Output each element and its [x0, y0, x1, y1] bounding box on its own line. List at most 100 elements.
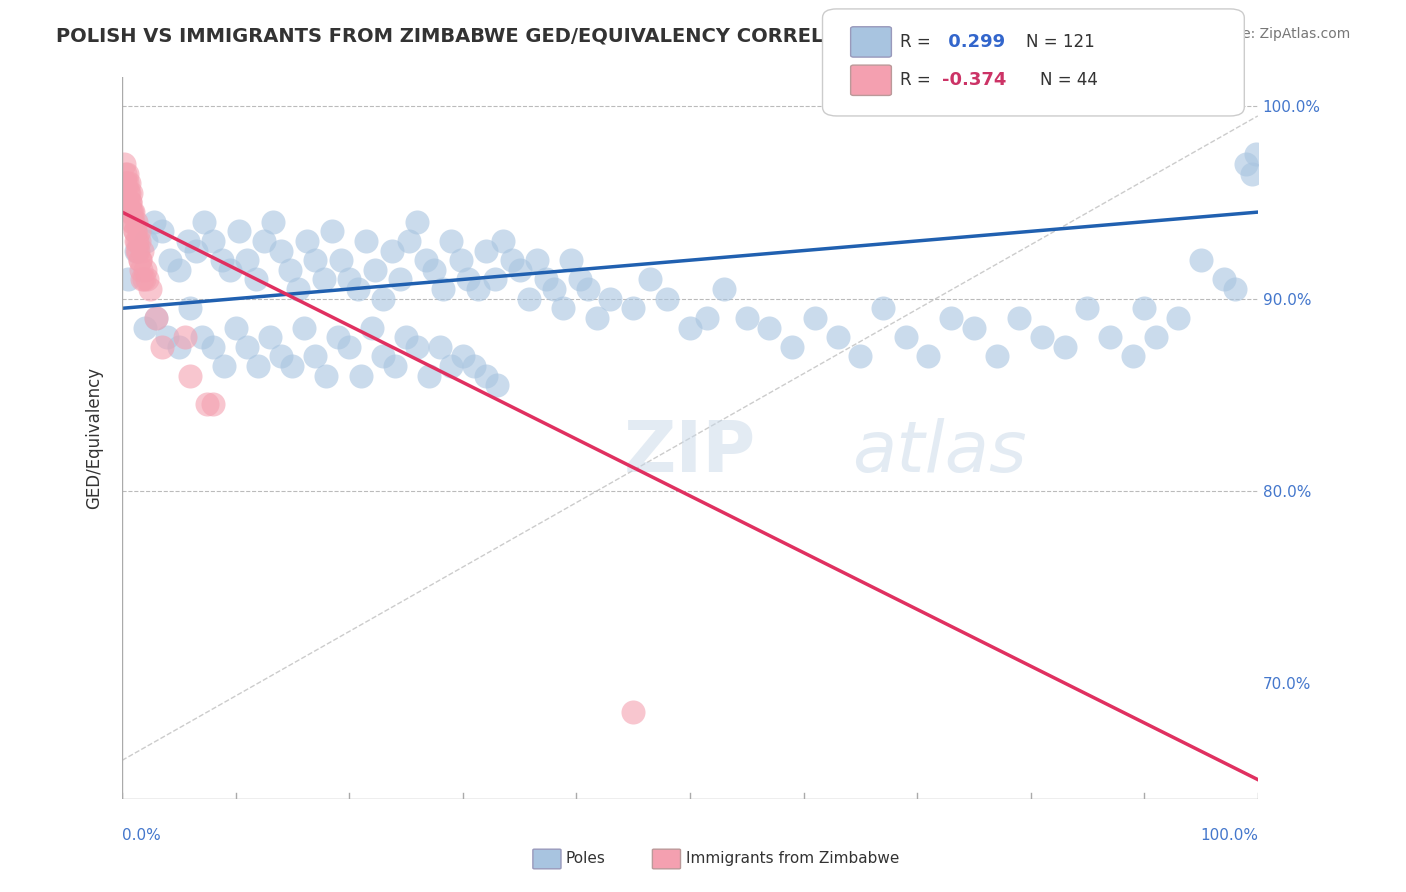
Point: [364, 262, 387, 277]
Point: [125, 244, 148, 258]
Point: [963, 320, 986, 334]
Point: [115, 176, 138, 190]
Point: [214, 359, 236, 373]
Point: [474, 368, 496, 383]
Point: [585, 310, 607, 325]
Point: [389, 272, 412, 286]
Point: [125, 234, 148, 248]
Point: [128, 224, 150, 238]
Point: [134, 320, 156, 334]
Point: [118, 195, 141, 210]
Point: [349, 368, 371, 383]
Point: [135, 234, 157, 248]
Point: [361, 320, 384, 334]
Point: [450, 253, 472, 268]
Point: [125, 215, 148, 229]
Point: [1133, 301, 1156, 316]
Point: [121, 205, 143, 219]
Point: [211, 253, 233, 268]
Point: [118, 186, 141, 200]
Text: 0.0%: 0.0%: [122, 828, 160, 843]
Point: [124, 224, 146, 238]
Point: [432, 282, 454, 296]
Point: [173, 330, 195, 344]
Point: [219, 262, 242, 277]
Point: [129, 253, 152, 268]
Point: [117, 272, 139, 286]
Point: [253, 234, 276, 248]
Point: [347, 282, 370, 296]
Point: [429, 340, 451, 354]
Text: N = 44: N = 44: [1040, 71, 1098, 89]
Text: atlas: atlas: [852, 418, 1028, 487]
Point: [1244, 147, 1267, 161]
Point: [1099, 330, 1122, 344]
Y-axis label: GED/Equivalency: GED/Equivalency: [86, 368, 103, 509]
Point: [281, 359, 304, 373]
Point: [167, 262, 190, 277]
Point: [184, 244, 207, 258]
Point: [132, 272, 155, 286]
Point: [1008, 310, 1031, 325]
Point: [128, 234, 150, 248]
Point: [236, 340, 259, 354]
Point: [131, 244, 153, 258]
Point: [804, 310, 827, 325]
Point: [118, 205, 141, 219]
Text: N = 121: N = 121: [1026, 33, 1095, 51]
Point: [125, 234, 148, 248]
Point: [314, 272, 336, 286]
Text: Poles: Poles: [565, 852, 605, 866]
Point: [713, 282, 735, 296]
Point: [136, 272, 159, 286]
Point: [638, 272, 661, 286]
Point: [315, 368, 337, 383]
Point: [330, 253, 353, 268]
Point: [201, 340, 224, 354]
Point: [225, 320, 247, 334]
Point: [190, 330, 212, 344]
Point: [1212, 272, 1234, 286]
Point: [125, 244, 148, 258]
Point: [150, 224, 173, 238]
Point: [354, 234, 377, 248]
Text: 100.0%: 100.0%: [1199, 828, 1258, 843]
Point: [1223, 282, 1246, 296]
Point: [228, 224, 250, 238]
Point: [457, 272, 479, 286]
Point: [112, 157, 135, 171]
Point: [657, 292, 679, 306]
Point: [491, 234, 513, 248]
Point: [440, 234, 463, 248]
Point: [156, 330, 179, 344]
Point: [440, 359, 463, 373]
Point: [758, 320, 780, 334]
Point: [423, 262, 446, 277]
Text: R =: R =: [900, 33, 936, 51]
Point: [941, 310, 963, 325]
Point: [501, 253, 523, 268]
Point: [124, 224, 146, 238]
Point: [120, 205, 142, 219]
Point: [337, 272, 360, 286]
Point: [484, 272, 506, 286]
Point: [195, 397, 218, 411]
Point: [142, 215, 165, 229]
Point: [986, 350, 1008, 364]
Point: [517, 292, 540, 306]
Point: [526, 253, 548, 268]
Point: [245, 272, 267, 286]
Point: [621, 706, 644, 720]
Point: [780, 340, 803, 354]
Text: POLISH VS IMMIGRANTS FROM ZIMBABWE GED/EQUIVALENCY CORRELATION CHART: POLISH VS IMMIGRANTS FROM ZIMBABWE GED/E…: [56, 27, 970, 45]
Point: [406, 340, 429, 354]
Point: [395, 330, 418, 344]
Text: Source: ZipAtlas.com: Source: ZipAtlas.com: [1202, 27, 1350, 41]
Point: [509, 262, 531, 277]
Point: [179, 368, 201, 383]
Point: [117, 195, 139, 210]
Point: [467, 282, 489, 296]
Point: [418, 368, 440, 383]
Point: [118, 176, 141, 190]
Point: [551, 301, 574, 316]
